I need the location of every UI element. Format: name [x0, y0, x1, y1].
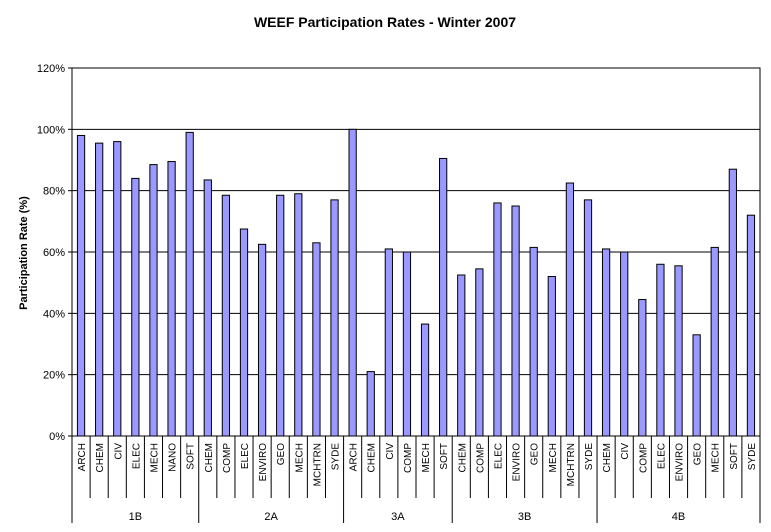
bar-3B-ENVIRO — [511, 205, 520, 437]
bar-4B-SYDE — [746, 214, 756, 437]
y-tick-label: 40% — [43, 308, 65, 320]
bar-4B-GEO — [692, 334, 701, 437]
bar-3A-MECH — [420, 323, 430, 437]
bar-3B-MECH — [547, 276, 556, 437]
bar-3B-ELEC — [493, 202, 502, 437]
x-tick-label: CIV — [385, 443, 396, 460]
y-tick-label: 100% — [37, 124, 65, 136]
bar-3B-CHEM — [457, 274, 466, 437]
group-label-3B: 3B — [518, 511, 531, 523]
x-tick-label: ENVIRO — [512, 443, 523, 482]
x-tick-label: ENVIRO — [675, 443, 686, 482]
x-tick-label: COMP — [475, 443, 486, 473]
x-tick-label: CIV — [113, 443, 124, 460]
bar-3A-CIV — [384, 248, 393, 437]
bar-1B-MECH — [149, 164, 158, 437]
bars — [76, 128, 756, 437]
bar-4B-CIV — [620, 251, 629, 437]
bar-1B-CIV — [113, 141, 122, 437]
bar-4B-ELEC — [656, 263, 665, 437]
bar-2A-GEO — [276, 194, 285, 437]
y-axis-label: Participation Rate (%) — [18, 196, 30, 310]
bar-4B-ENVIRO — [674, 265, 683, 437]
x-tick-label: MECH — [711, 443, 722, 472]
x-tick-label: SYDE — [331, 443, 342, 471]
x-tick-label: CHEM — [95, 443, 106, 472]
x-tick-label: ARCH — [77, 443, 88, 471]
bar-4B-MECH — [710, 246, 719, 437]
bar-2A-ELEC — [239, 228, 249, 437]
x-tick-label: ELEC — [131, 443, 142, 469]
x-tick-label: MECH — [149, 443, 160, 472]
x-tick-label: GEO — [530, 443, 541, 465]
x-tick-label: ENVIRO — [258, 443, 269, 482]
y-tick-label: 80% — [43, 186, 65, 198]
x-tick-label: COMP — [403, 443, 414, 473]
x-tick-label: SOFT — [439, 443, 450, 470]
bar-1B-CHEM — [95, 142, 104, 437]
x-tick-label: COMP — [638, 443, 649, 473]
bar-3A-ARCH — [348, 128, 357, 437]
x-tick-label: CHEM — [367, 443, 378, 472]
x-tick-label: MECH — [294, 443, 305, 472]
bar-3A-COMP — [402, 251, 412, 437]
group-label-1B: 1B — [129, 511, 142, 523]
group-label-3A: 3A — [391, 511, 405, 523]
group-label-2A: 2A — [264, 511, 278, 523]
bar-1B-SOFT — [185, 131, 194, 437]
bar-3B-GEO — [529, 246, 538, 437]
chart-title: WEEF Participation Rates - Winter 2007 — [254, 14, 516, 30]
y-tick-label: 60% — [43, 247, 65, 259]
x-tick-label: NANO — [168, 443, 179, 472]
y-tick-label: 20% — [43, 370, 65, 382]
x-tick-label: MECH — [421, 443, 432, 472]
bar-3B-COMP — [475, 268, 484, 437]
x-tick-label: MECH — [548, 443, 559, 472]
bar-1B-ELEC — [131, 177, 140, 437]
bar-2A-ENVIRO — [257, 243, 267, 437]
x-tick-label: CIV — [620, 443, 631, 460]
bar-3B-SYDE — [583, 199, 593, 437]
x-tick-label: MCHTRN — [566, 443, 577, 486]
bar-4B-SOFT — [728, 168, 737, 437]
x-tick-label: ELEC — [656, 443, 667, 469]
x-tick-label: COMP — [222, 443, 233, 473]
bar-3A-CHEM — [366, 371, 375, 437]
x-tick-label: SYDE — [584, 443, 595, 471]
x-tick-label: SOFT — [186, 443, 197, 470]
x-tick-label: CHEM — [457, 443, 468, 472]
x-tick-label: GEO — [276, 443, 287, 465]
bar-1B-NANO — [167, 161, 176, 437]
x-tick-label: ELEC — [240, 443, 251, 469]
x-tick-label: CHEM — [204, 443, 215, 472]
group-label-4B: 4B — [672, 511, 685, 523]
x-tick-label: MCHTRN — [312, 443, 323, 486]
bar-4B-COMP — [638, 299, 647, 437]
bar-2A-MCHTRN — [312, 242, 321, 437]
axes — [68, 67, 761, 523]
x-tick-label: SYDE — [747, 443, 758, 471]
bar-4B-CHEM — [601, 248, 611, 437]
x-tick-label: GEO — [693, 443, 704, 465]
x-tick-label: SOFT — [729, 443, 740, 470]
y-tick-label: 120% — [37, 63, 65, 75]
bar-2A-COMP — [221, 194, 231, 437]
x-tick-label: ARCH — [349, 443, 360, 471]
bar-2A-MECH — [294, 193, 303, 437]
x-tick-label: CHEM — [602, 443, 613, 472]
y-tick-label: 0% — [49, 431, 65, 443]
axis-labels: 0% 20% 40% 60% 80% 100% 120% ARCH CHEM CIV ELEC MEC… — [37, 63, 758, 523]
bar-2A-CHEM — [203, 179, 212, 437]
bar-3A-SOFT — [439, 157, 448, 437]
bar-1B-ARCH — [76, 134, 86, 437]
x-tick-label: ELEC — [493, 443, 504, 469]
bar-3B-MCHTRN — [565, 182, 575, 437]
bar-2A-SYDE — [330, 199, 339, 437]
